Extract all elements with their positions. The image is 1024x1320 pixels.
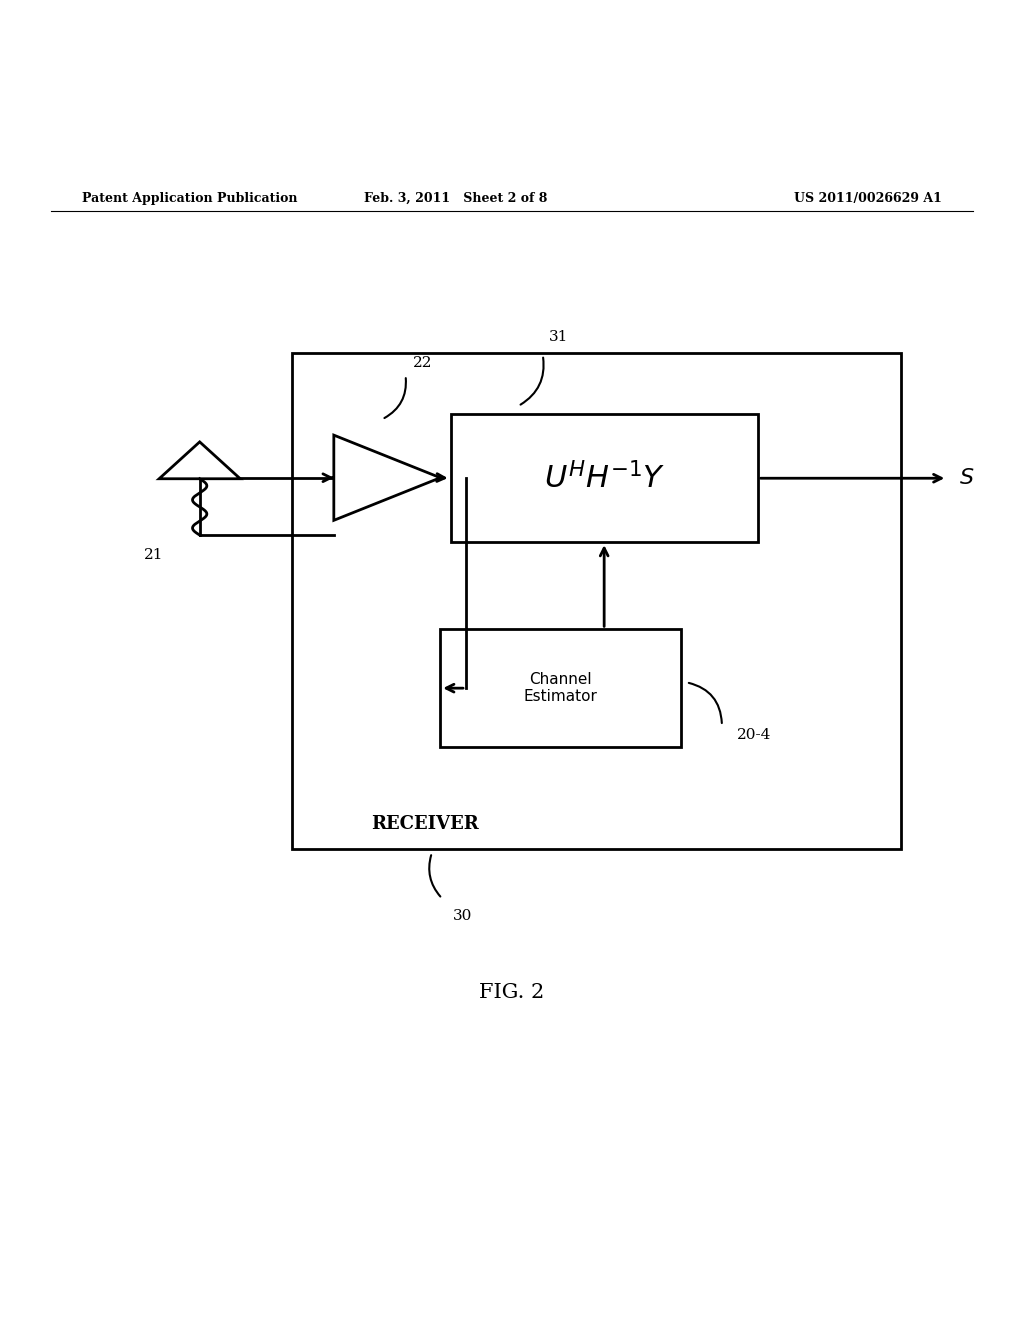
Text: 31: 31 — [549, 330, 567, 345]
Bar — [451, 414, 758, 543]
Text: 30: 30 — [453, 909, 472, 923]
Text: RECEIVER: RECEIVER — [371, 814, 479, 833]
Bar — [440, 630, 681, 747]
Bar — [292, 352, 901, 850]
Text: $U^{H}H^{-1}Y$: $U^{H}H^{-1}Y$ — [544, 462, 665, 495]
Polygon shape — [159, 442, 241, 479]
Text: Feb. 3, 2011   Sheet 2 of 8: Feb. 3, 2011 Sheet 2 of 8 — [364, 191, 548, 205]
Text: 20-4: 20-4 — [737, 729, 772, 742]
Text: US 2011/0026629 A1: US 2011/0026629 A1 — [795, 191, 942, 205]
Text: 22: 22 — [413, 356, 432, 370]
Polygon shape — [334, 436, 440, 520]
Text: $S$: $S$ — [959, 469, 975, 488]
Text: Channel
Estimator: Channel Estimator — [523, 672, 598, 705]
Text: Patent Application Publication: Patent Application Publication — [82, 191, 297, 205]
Text: 21: 21 — [143, 548, 164, 561]
Text: FIG. 2: FIG. 2 — [479, 983, 545, 1002]
